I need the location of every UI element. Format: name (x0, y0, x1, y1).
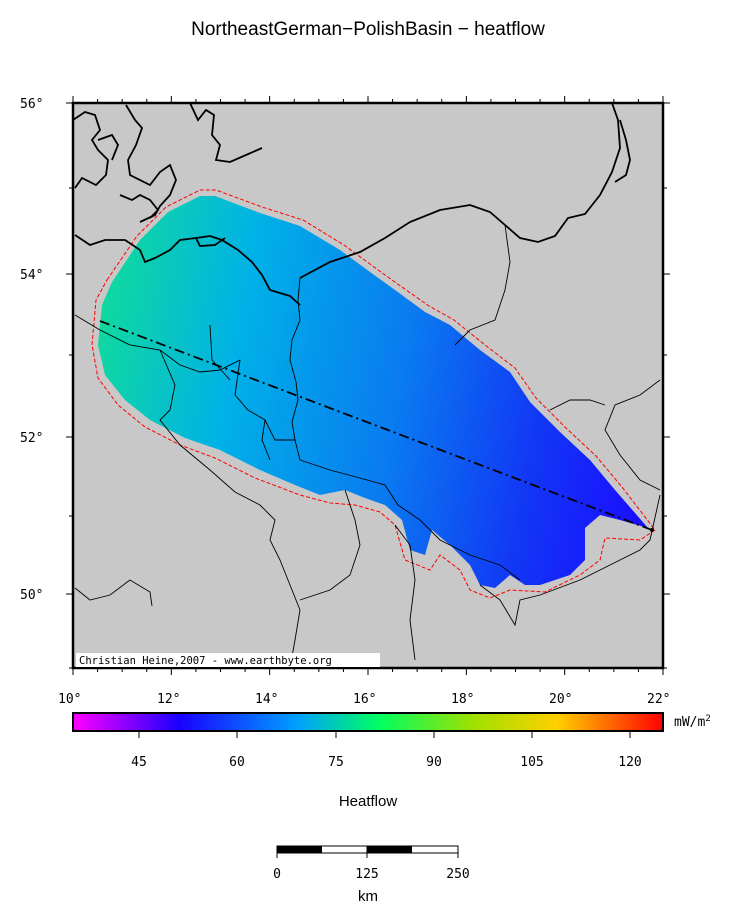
coastlines (73, 103, 631, 306)
colorbar-ticks (138, 731, 631, 738)
colorbar-label-90: 90 (426, 755, 442, 770)
colorbar-label-60: 60 (229, 755, 245, 770)
scale-bar: 0 125 250 km (273, 845, 470, 905)
latitude-labels: 56° 54° 52° 50° (20, 97, 43, 603)
colorbar-label-120: 120 (618, 755, 641, 770)
lon-label-16: 16° (353, 692, 376, 707)
map-panel: Christian Heine,2007 - www.earthbyte.org (66, 96, 670, 675)
basin-outline (91, 189, 656, 599)
credit-label: Christian Heine,2007 - www.earthbyte.org (79, 655, 332, 667)
colorbar-unit: mW/m2 (674, 714, 711, 730)
profile-endpoint (650, 528, 654, 532)
cross-section-profile-line (99, 320, 653, 531)
longitude-labels: 10° 12° 14° 16° 18° 20° 22° (58, 692, 670, 707)
colorbar-label-75: 75 (328, 755, 344, 770)
lat-label-54: 54° (20, 268, 43, 283)
lat-label-52: 52° (20, 431, 43, 446)
lon-label-12: 12° (157, 692, 180, 707)
credit-background (76, 653, 380, 667)
basin-heatflow-grid (98, 196, 648, 588)
scalebar-label-0: 0 (273, 867, 281, 882)
colorbar-title: Heatflow (339, 793, 398, 810)
scalebar-label-250: 250 (446, 867, 469, 882)
colorbar-gradient (72, 712, 664, 732)
scalebar-label-125: 125 (355, 867, 378, 882)
lat-label-56: 56° (20, 97, 43, 112)
lat-label-50: 50° (20, 588, 43, 603)
scalebar-unit: km (358, 888, 378, 905)
lon-label-18: 18° (451, 692, 474, 707)
colorbar: 45 60 75 90 105 120 mW/m2 (72, 712, 711, 770)
frame-ticks (66, 96, 670, 675)
lon-label-20: 20° (549, 692, 572, 707)
lon-label-10: 10° (58, 692, 81, 707)
lon-label-22: 22° (647, 692, 670, 707)
colorbar-label-105: 105 (520, 755, 543, 770)
country-borders (74, 224, 661, 668)
colorbar-label-45: 45 (131, 755, 147, 770)
lon-label-14: 14° (255, 692, 278, 707)
map-title: NortheastGerman−PolishBasin − heatflow (191, 19, 545, 40)
